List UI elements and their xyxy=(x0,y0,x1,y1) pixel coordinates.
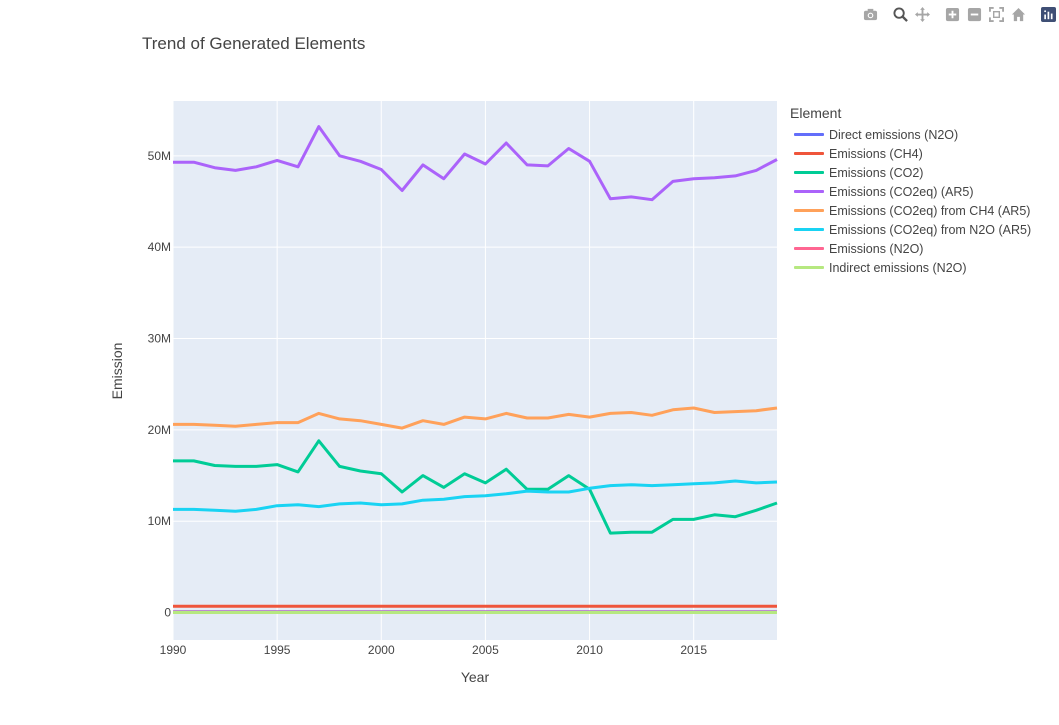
series-line-3[interactable] xyxy=(173,125,778,202)
legend-label: Emissions (CH4) xyxy=(829,146,923,161)
x-tick-label: 2010 xyxy=(576,643,603,657)
legend-label: Emissions (N2O) xyxy=(829,241,924,256)
legend: Element Direct emissions (N2O) Emissions … xyxy=(790,105,1031,277)
legend-swatch xyxy=(794,228,824,231)
y-tick-label: 40M xyxy=(148,240,171,254)
plotly-logo-icon[interactable] xyxy=(1037,4,1059,24)
legend-label: Indirect emissions (N2O) xyxy=(829,260,967,275)
x-tick-label: 1990 xyxy=(160,643,187,657)
x-tick-label: 2015 xyxy=(680,643,707,657)
legend-item[interactable]: Emissions (CO2eq) (AR5) xyxy=(790,182,1031,201)
autoscale-icon[interactable] xyxy=(985,4,1007,24)
legend-label: Emissions (CO2eq) from N2O (AR5) xyxy=(829,222,1032,237)
legend-label: Emissions (CO2eq) (AR5) xyxy=(829,184,974,199)
legend-item[interactable]: Emissions (CO2) xyxy=(790,163,1031,182)
y-tick-label: 30M xyxy=(148,332,171,346)
zoom-out-icon[interactable] xyxy=(963,4,985,24)
legend-item[interactable]: Emissions (CO2eq) from CH4 (AR5) xyxy=(790,201,1031,220)
legend-label: Direct emissions (N2O) xyxy=(829,127,959,142)
legend-swatch xyxy=(794,190,824,193)
y-tick-label: 10M xyxy=(148,514,171,528)
legend-title: Element xyxy=(790,105,842,121)
plot-area[interactable] xyxy=(173,101,777,640)
legend-swatch xyxy=(794,133,824,136)
x-axis-title: Year xyxy=(461,669,490,685)
x-tick-label: 1995 xyxy=(264,643,291,657)
legend-item[interactable]: Indirect emissions (N2O) xyxy=(790,258,1031,277)
legend-swatch xyxy=(794,247,824,250)
zoom-icon[interactable] xyxy=(889,4,911,24)
legend-item[interactable]: Emissions (CO2eq) from N2O (AR5) xyxy=(790,220,1031,239)
series-line-5[interactable] xyxy=(173,479,778,513)
legend-swatch xyxy=(794,152,824,155)
series-line-2[interactable] xyxy=(173,439,778,535)
legend-item[interactable]: Emissions (N2O) xyxy=(790,239,1031,258)
chart-title: Trend of Generated Elements xyxy=(142,34,366,53)
y-axis-title: Emission xyxy=(109,343,125,400)
legend-item[interactable]: Direct emissions (N2O) xyxy=(790,125,1031,144)
x-tick-label: 2000 xyxy=(368,643,395,657)
camera-icon[interactable] xyxy=(859,4,881,24)
pan-icon[interactable] xyxy=(911,4,933,24)
legend-label: Emissions (CO2) xyxy=(829,165,924,180)
legend-label: Emissions (CO2eq) from CH4 (AR5) xyxy=(829,203,1031,218)
x-tick-label: 2005 xyxy=(472,643,499,657)
legend-item[interactable]: Emissions (CH4) xyxy=(790,144,1031,163)
series-line-4[interactable] xyxy=(173,406,778,430)
zoom-in-icon[interactable] xyxy=(941,4,963,24)
legend-swatch xyxy=(794,209,824,212)
y-tick-label: 20M xyxy=(148,423,171,437)
legend-swatch xyxy=(794,266,824,269)
y-tick-label: 0 xyxy=(164,606,171,620)
reset-axes-icon[interactable] xyxy=(1007,4,1029,24)
y-tick-label: 50M xyxy=(148,149,171,163)
legend-swatch xyxy=(794,171,824,174)
modebar xyxy=(851,4,1059,24)
